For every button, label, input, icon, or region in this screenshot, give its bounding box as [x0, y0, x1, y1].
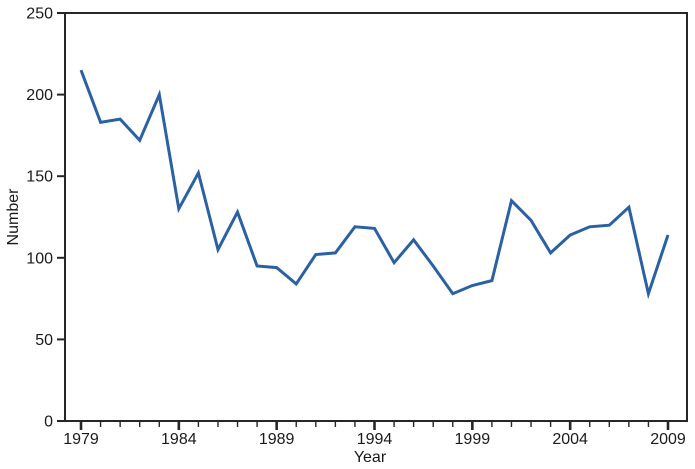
x-tick-label: 1994: [357, 431, 393, 448]
x-tick-label: 2004: [552, 431, 588, 448]
y-tick-label: 150: [26, 169, 53, 186]
y-tick-label: 100: [26, 250, 53, 267]
x-tick-label: 1979: [63, 431, 99, 448]
y-tick-label: 250: [26, 6, 53, 23]
x-tick-label: 2009: [650, 431, 686, 448]
y-tick-label: 50: [35, 332, 53, 349]
plot-frame: [64, 12, 688, 422]
x-tick-label: 1999: [455, 431, 491, 448]
data-series-line: [79, 69, 670, 300]
y-axis-title: Number: [5, 188, 22, 246]
y-tick-label: 0: [44, 414, 53, 431]
x-tick-label: 1984: [161, 431, 197, 448]
x-tick-label: 1989: [259, 431, 295, 448]
x-axis-title: Year: [353, 449, 387, 466]
y-tick-label: 200: [26, 87, 53, 104]
